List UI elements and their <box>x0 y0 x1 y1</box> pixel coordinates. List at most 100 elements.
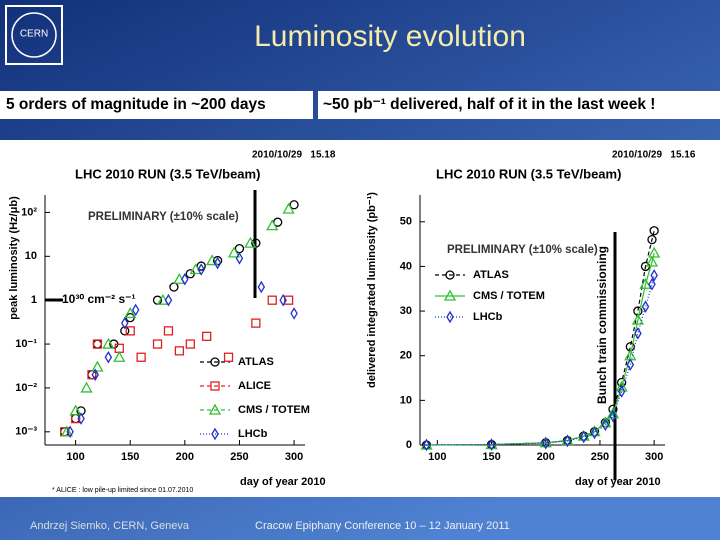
marker <box>206 254 219 266</box>
marker <box>290 307 298 320</box>
banner-text: ~50 pb⁻¹ delivered, half of it in the la… <box>323 96 655 113</box>
marker <box>164 293 173 307</box>
marker <box>609 409 617 423</box>
marker <box>422 438 431 452</box>
marker <box>213 256 222 270</box>
marker <box>283 295 294 305</box>
logo-text: CERN <box>20 29 48 40</box>
y-tick-label: 10 <box>25 250 37 262</box>
marker <box>541 436 550 450</box>
annotation: Bunch train commissioning <box>595 246 609 404</box>
marker <box>279 293 287 307</box>
marker <box>648 278 656 291</box>
marker <box>639 277 652 289</box>
marker <box>289 200 299 210</box>
marker <box>615 380 628 392</box>
marker <box>60 425 73 437</box>
timestamp: 2010/10/29 15.16 <box>612 150 696 161</box>
timestamp: 2010/10/29 15.18 <box>252 150 336 161</box>
marker <box>223 352 234 362</box>
legend-label: ATLAS <box>473 269 509 281</box>
marker <box>631 313 645 325</box>
y-tick-label: 10⁻³ <box>15 426 37 438</box>
marker <box>251 318 261 328</box>
slide-title: Luminosity evolution <box>254 20 526 53</box>
y-tick-label: 1 <box>31 294 37 306</box>
marker <box>617 385 626 398</box>
marker <box>446 310 454 324</box>
y-tick-label: 10⁻¹ <box>15 338 37 350</box>
footer-text: Andrzej Siemko, CERN, Geneva <box>30 520 190 532</box>
y-tick-label: 50 <box>400 216 412 228</box>
marker <box>80 381 93 393</box>
x-tick-label: 200 <box>537 451 555 463</box>
marker <box>120 326 130 336</box>
marker <box>606 407 620 419</box>
marker <box>181 272 189 286</box>
marker <box>210 381 220 391</box>
marker <box>152 339 163 349</box>
marker <box>211 427 219 441</box>
legend-label: CMS / TOTEM <box>473 290 545 302</box>
banner-box <box>318 91 720 119</box>
marker <box>227 246 241 258</box>
marker <box>443 289 457 301</box>
y-axis-label: delivered integrated luminosity (pb⁻¹) <box>366 192 378 388</box>
marker <box>202 331 212 341</box>
logo: CERN <box>5 5 63 65</box>
y-tick-label: 30 <box>400 305 412 317</box>
marker <box>244 236 257 248</box>
legend-label: LHCb <box>473 311 503 323</box>
x-tick-label: 300 <box>645 451 663 463</box>
marker <box>131 303 140 317</box>
marker <box>113 350 126 362</box>
legend-label: ALICE <box>238 380 271 392</box>
marker <box>69 404 82 416</box>
footnote: * ALICE : low pile-up limited since 01.0… <box>52 487 193 494</box>
marker <box>645 255 659 267</box>
marker <box>163 326 174 336</box>
legend-label: LHCb <box>238 428 268 440</box>
marker <box>120 316 129 330</box>
marker <box>91 360 104 372</box>
y-tick-label: 0 <box>406 439 412 451</box>
footer-text: Cracow Epiphany Conference 10 – 12 Janua… <box>255 520 510 532</box>
x-tick-label: 150 <box>482 451 500 463</box>
marker <box>445 270 455 280</box>
annotation: 10³⁰ cm⁻² s⁻¹ <box>62 292 136 306</box>
marker <box>91 368 100 381</box>
marker <box>136 352 146 362</box>
subtitle: PRELIMINARY (±10% scale) <box>88 211 239 223</box>
marker <box>563 434 572 448</box>
x-tick-label: 100 <box>66 451 84 463</box>
legend-label: ATLAS <box>238 356 274 368</box>
marker <box>104 351 113 364</box>
y-tick-label: 10 <box>400 394 412 406</box>
marker <box>282 202 295 214</box>
chart-title: LHC 2010 RUN (3.5 TeV/beam) <box>75 166 260 181</box>
marker <box>266 219 279 231</box>
marker <box>590 426 599 440</box>
marker <box>92 339 103 349</box>
x-tick-label: 300 <box>285 451 303 463</box>
marker <box>125 326 135 336</box>
marker <box>626 358 635 371</box>
marker <box>650 269 658 282</box>
x-tick-label: 250 <box>230 451 248 463</box>
legend-label: CMS / TOTEM <box>238 404 310 416</box>
x-axis-label: day of year 2010 <box>575 476 661 488</box>
marker <box>647 234 657 245</box>
subtitle: PRELIMINARY (±10% scale) <box>447 244 598 256</box>
y-tick-label: 40 <box>400 260 412 272</box>
marker <box>601 418 610 432</box>
y-tick-label: 10² <box>21 206 37 218</box>
marker <box>648 246 661 258</box>
banner-text: 5 orders of magnitude in ~200 days <box>6 96 266 113</box>
marker <box>174 346 185 356</box>
marker <box>579 430 588 444</box>
marker <box>197 263 205 276</box>
y-tick-label: 10⁻² <box>15 382 37 394</box>
marker <box>257 280 266 294</box>
marker <box>210 357 220 367</box>
